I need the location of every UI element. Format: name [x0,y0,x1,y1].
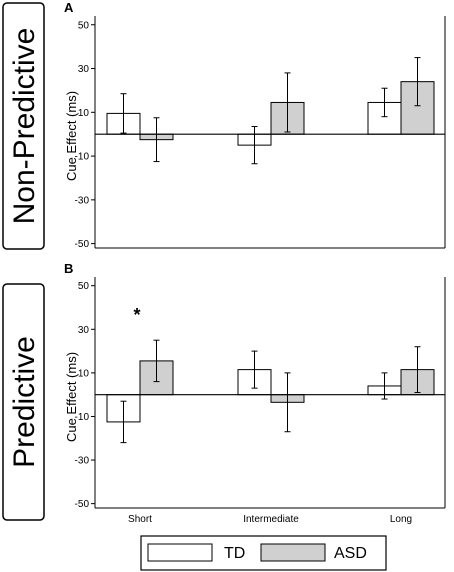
legend-swatch-td [147,543,213,562]
y-tick-label: -10 [75,412,90,423]
side-label-box-b [2,283,45,521]
x-tick-label-intermediate: Intermediate [243,514,299,525]
y-tick-label: 10 [78,368,90,379]
panel-letter-a: A [64,0,74,15]
legend-label-asd: ASD [334,545,367,562]
legend-label-td: TD [224,545,245,562]
y-tick-label: 10 [78,108,90,119]
y-axis-label-a: Cue Effect (ms) [64,91,79,181]
y-tick-label: 30 [78,64,90,75]
y-tick-label: -10 [75,152,90,163]
x-tick-label-short: Short [128,514,152,525]
y-tick-label: -30 [75,195,90,206]
panel-b-plot: 50 30 10 -10 -30 -50 Short Intermediate Long * [75,277,446,525]
y-tick-label: 50 [78,20,90,31]
y-tick-label: 30 [78,325,90,336]
side-label-b: Predictive [8,336,41,468]
y-tick-label: -30 [75,456,90,467]
panel-a-plot: 50 30 10 -10 -30 -50 [75,16,446,250]
x-tick-label-long: Long [390,514,412,525]
side-label-a: Non-Predictive [8,28,41,225]
y-tick-label: 50 [78,281,90,292]
legend-swatch-asd [260,543,326,562]
y-tick-label: -50 [75,239,90,250]
significance-marker: * [133,305,140,325]
y-axis-label-b: Cue Effect (ms) [64,352,79,442]
panel-letter-b: B [64,261,73,276]
y-tick-label: -50 [75,499,90,510]
side-label-box-a [2,2,45,250]
